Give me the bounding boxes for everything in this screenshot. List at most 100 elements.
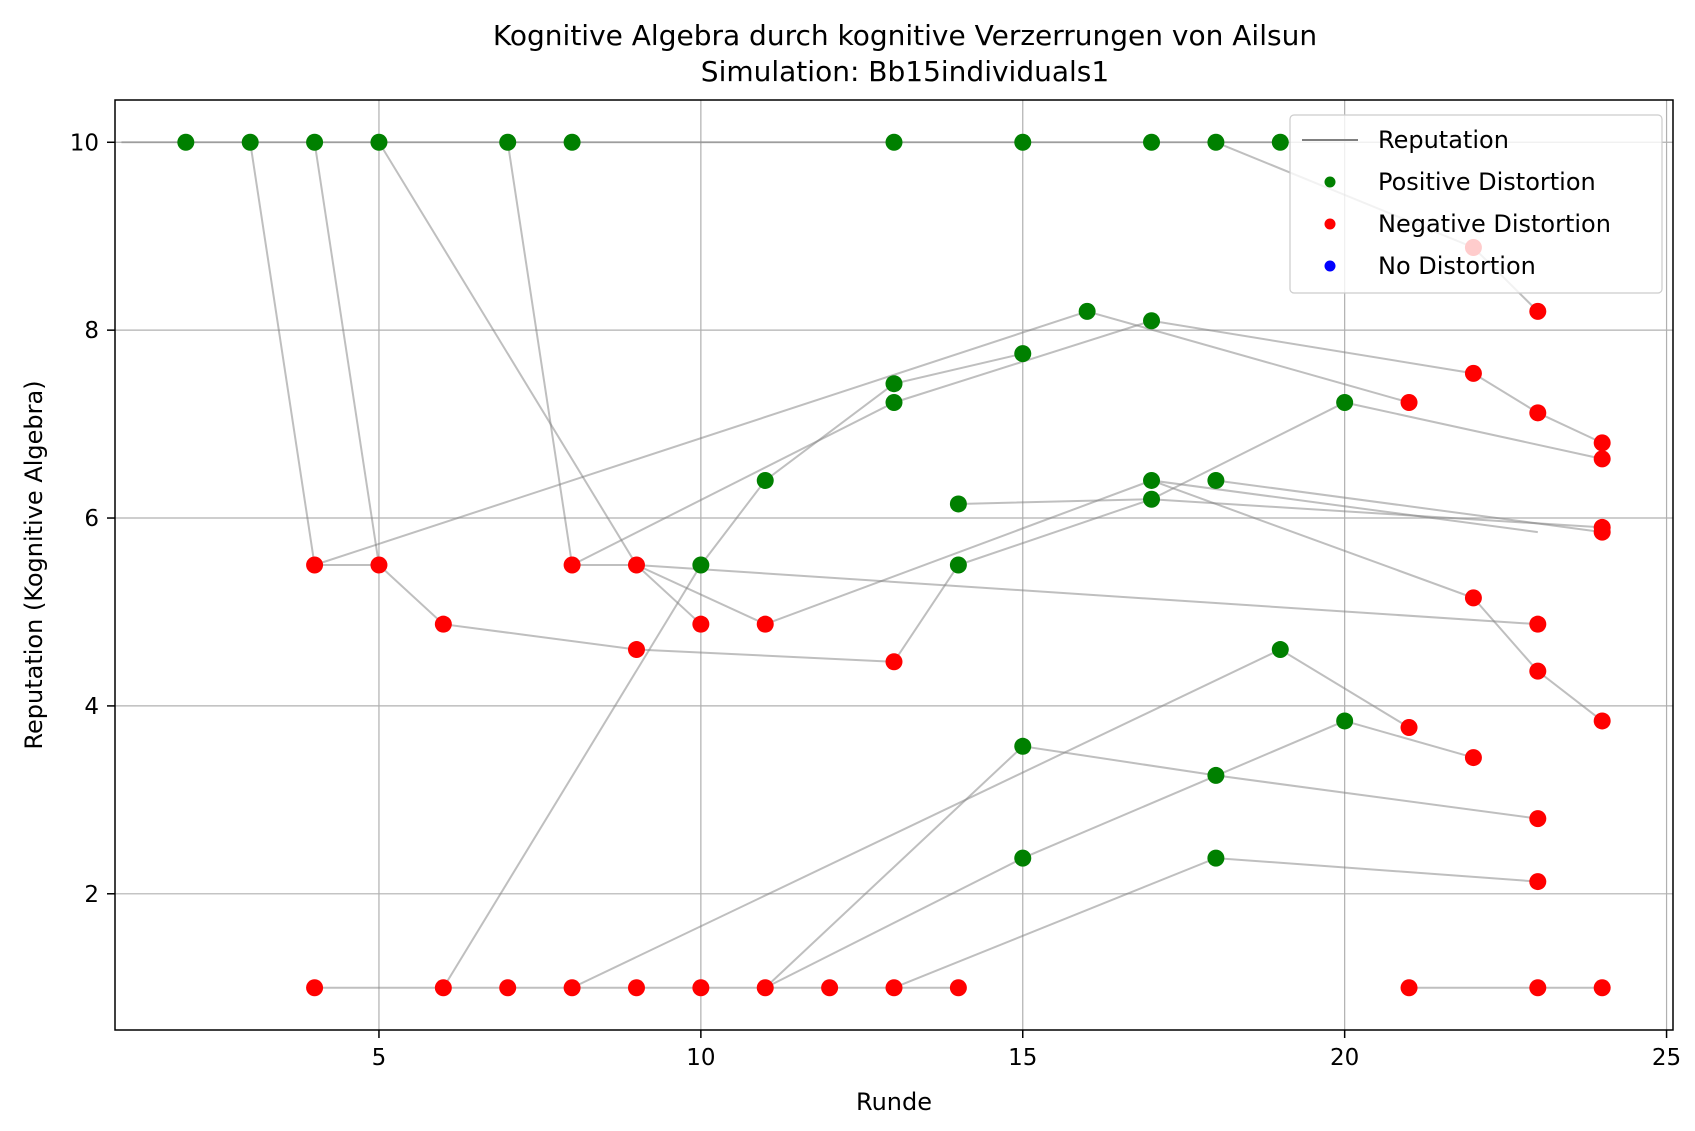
negative-distortion-point bbox=[1529, 615, 1547, 633]
reputation-line bbox=[764, 719, 1474, 989]
positive-distortion-point bbox=[1014, 849, 1032, 867]
positive-distortion-point bbox=[1207, 471, 1225, 489]
x-axis-label: Runde bbox=[856, 1088, 932, 1116]
negative-distortion-point bbox=[627, 979, 645, 997]
y-tick-label: 2 bbox=[84, 882, 99, 908]
positive-distortion-point bbox=[177, 133, 195, 151]
negative-distortion-point bbox=[627, 641, 645, 659]
negative-distortion-point bbox=[1529, 404, 1547, 422]
positive-distortion-point bbox=[1014, 133, 1032, 151]
positive-distortion-point bbox=[949, 556, 967, 574]
negative-distortion-point bbox=[692, 615, 710, 633]
negative-distortion-point bbox=[563, 556, 581, 574]
negative-distortion-point bbox=[1464, 749, 1482, 767]
negative-distortion-point bbox=[821, 979, 839, 997]
plot-frame bbox=[114, 99, 1674, 1031]
reputation-line bbox=[1215, 479, 1603, 534]
reputation-line bbox=[1151, 479, 1603, 722]
negative-distortion-point bbox=[1464, 364, 1482, 382]
positive-distortion-point bbox=[1207, 849, 1225, 867]
y-axis-ticks: 2 4 6 8 10 bbox=[70, 130, 115, 908]
negative-distortion-point bbox=[499, 979, 517, 997]
reputation-line bbox=[700, 352, 1023, 566]
positive-distortion-point bbox=[499, 133, 517, 151]
negative-distortion-point bbox=[370, 556, 388, 574]
negative-distortion-point bbox=[1593, 434, 1611, 452]
negative-distortion-point bbox=[1529, 979, 1547, 997]
positive-distortion-point bbox=[1143, 133, 1161, 151]
y-tick-label: 10 bbox=[70, 130, 99, 156]
negative-distortion-point bbox=[1529, 873, 1547, 891]
positive-distortion-point bbox=[1271, 641, 1289, 659]
x-tick-label: 15 bbox=[1008, 1045, 1037, 1071]
negative-distortion-point bbox=[885, 653, 903, 671]
reputation-line bbox=[506, 142, 1538, 626]
negative-distortion-point bbox=[306, 979, 324, 997]
negative-distortion-point bbox=[885, 979, 903, 997]
legend-positive-label: Positive Distortion bbox=[1378, 168, 1596, 196]
positive-distortion-point bbox=[563, 133, 581, 151]
negative-distortion-point bbox=[756, 615, 774, 633]
negative-distortion-point bbox=[434, 979, 452, 997]
positive-distortion-point bbox=[949, 495, 967, 513]
positive-distortion-point bbox=[1014, 345, 1032, 363]
legend-negative-label: Negative Distortion bbox=[1378, 210, 1611, 238]
positive-distortion-point bbox=[1207, 766, 1225, 784]
negative-distortion-point bbox=[756, 979, 774, 997]
x-tick-label: 25 bbox=[1652, 1045, 1681, 1071]
positive-distortion-point bbox=[241, 133, 259, 151]
positive-distortion-point bbox=[692, 556, 710, 574]
positive-distortion-point bbox=[756, 471, 774, 489]
legend-no-distortion-marker bbox=[1324, 260, 1336, 272]
reputation-line bbox=[249, 142, 895, 663]
legend-no-distortion-label: No Distortion bbox=[1378, 252, 1536, 280]
y-tick-label: 8 bbox=[84, 318, 99, 344]
positive-distortion-point bbox=[1143, 490, 1161, 508]
negative-distortion-point bbox=[306, 556, 324, 574]
negative-distortion-point bbox=[563, 979, 581, 997]
reputation-line bbox=[571, 319, 1603, 566]
reputation-line bbox=[764, 745, 1538, 989]
y-tick-label: 6 bbox=[84, 506, 99, 532]
y-axis-label: Reputation (Kognitive Algebra) bbox=[20, 380, 48, 749]
chart-title: Kognitive Algebra durch kognitive Verzer… bbox=[493, 19, 1317, 52]
negative-distortion-point bbox=[1464, 589, 1482, 607]
x-tick-label: 5 bbox=[372, 1045, 387, 1071]
y-tick-label: 4 bbox=[84, 694, 99, 720]
negative-distortion-point bbox=[949, 979, 967, 997]
legend-positive-marker bbox=[1324, 176, 1336, 188]
positive-distortion-point bbox=[1014, 737, 1032, 755]
legend: Reputation Positive Distortion Negative … bbox=[1289, 114, 1663, 294]
negative-distortion-point bbox=[1400, 393, 1418, 411]
legend-reputation-label: Reputation bbox=[1378, 126, 1509, 154]
reputation-line bbox=[313, 142, 380, 566]
reputation-line bbox=[636, 564, 1538, 626]
positive-distortion-point bbox=[885, 393, 903, 411]
chart-subtitle: Simulation: Bb15individuals1 bbox=[701, 55, 1109, 88]
positive-distortion-point bbox=[1143, 312, 1161, 330]
negative-distortion-point bbox=[1529, 662, 1547, 680]
negative-distortion-point bbox=[1529, 810, 1547, 828]
negative-distortion-point bbox=[1593, 523, 1611, 541]
legend-negative-marker bbox=[1324, 218, 1336, 230]
negative-distortion-point bbox=[1400, 979, 1418, 997]
positive-distortion-point bbox=[1078, 302, 1096, 320]
x-tick-label: 10 bbox=[686, 1045, 715, 1071]
positive-distortion-point bbox=[1271, 133, 1289, 151]
legend-box bbox=[1289, 114, 1663, 294]
x-axis-ticks: 5 10 15 20 25 bbox=[372, 1030, 1681, 1071]
positive-distortion-point bbox=[1207, 133, 1225, 151]
positive-distortion-point bbox=[1143, 471, 1161, 489]
negative-distortion-point bbox=[627, 556, 645, 574]
negative-distortion-point bbox=[1593, 450, 1611, 468]
positive-distortion-point bbox=[370, 133, 388, 151]
x-tick-label: 20 bbox=[1330, 1045, 1359, 1071]
positive-distortion-point bbox=[885, 133, 903, 151]
negative-distortion-point bbox=[1593, 979, 1611, 997]
reputation-line bbox=[442, 564, 702, 989]
positive-distortion-point bbox=[1336, 393, 1354, 411]
data-points bbox=[177, 133, 1611, 997]
negative-distortion-point bbox=[1593, 712, 1611, 730]
negative-distortion-point bbox=[692, 979, 710, 997]
